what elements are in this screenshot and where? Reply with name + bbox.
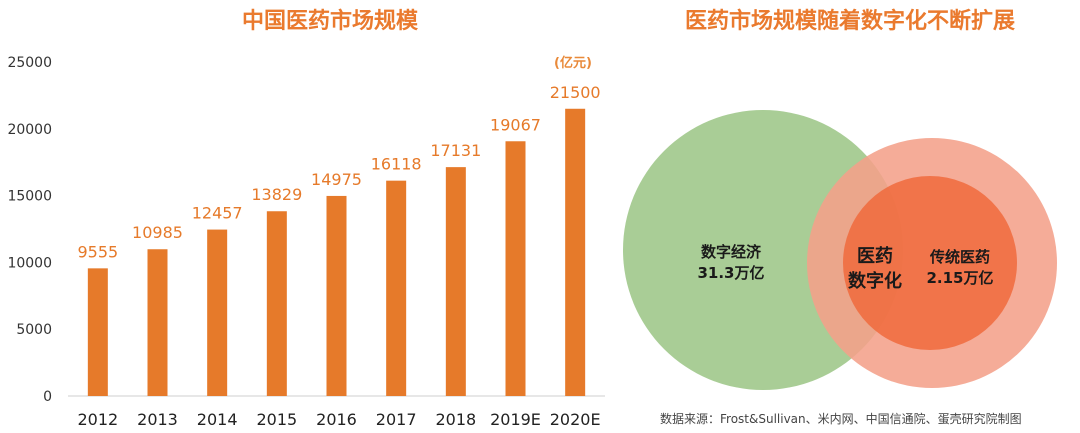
overlap-line2: 数字化 <box>848 271 902 292</box>
data-label: 14975 <box>311 170 362 189</box>
x-tick-label: 2015 <box>256 410 297 429</box>
bar <box>445 167 466 396</box>
data-label: 9555 <box>77 242 118 261</box>
data-label: 10985 <box>132 223 183 242</box>
x-tick-label: 2016 <box>316 410 357 429</box>
digital-economy-name: 数字经济 <box>700 243 761 261</box>
y-tick-label: 25000 <box>7 55 52 71</box>
x-tick-label: 2012 <box>77 410 118 429</box>
y-tick-label: 15000 <box>7 189 52 205</box>
y-tick-label: 0 <box>43 389 52 405</box>
x-tick-label: 2019E <box>490 410 541 429</box>
traditional-medicine-label: 传统医药 2.15万亿 <box>905 247 1015 289</box>
bar <box>207 229 228 396</box>
bar <box>87 268 108 396</box>
digital-economy-label: 数字经济 31.3万亿 <box>676 242 786 284</box>
data-label: 19067 <box>490 115 541 134</box>
data-source: 数据来源：Frost&Sullivan、米内网、中国信通院、蛋壳研究院制图 <box>660 412 1022 426</box>
bar <box>565 108 586 396</box>
x-tick-label: 2018 <box>435 410 476 429</box>
digital-economy-value: 31.3万亿 <box>697 264 765 282</box>
bar <box>326 195 347 396</box>
y-tick-label: 10000 <box>7 255 52 271</box>
venn-diagram <box>623 110 1057 390</box>
venn-title: 医药市场规模随着数字化不断扩展 <box>684 9 1015 34</box>
unit-label: (亿元) <box>554 56 592 71</box>
data-label: 13829 <box>251 185 302 204</box>
data-label: 17131 <box>430 141 481 160</box>
traditional-medicine-inner-circle <box>843 176 1017 350</box>
x-tick-label: 2014 <box>197 410 238 429</box>
y-tick-label: 5000 <box>16 322 52 338</box>
bar <box>386 180 407 396</box>
data-label: 12457 <box>192 204 243 223</box>
market-size-chart-panel: 中国医药市场规模 0 5000 10000 15000 20000 25000 9555 20… <box>7 9 605 429</box>
overlap-label: 医药 数字化 <box>830 244 920 294</box>
bar <box>147 249 168 396</box>
bar <box>505 141 526 396</box>
venn-panel: 医药市场规模随着数字化不断扩展 数字经济 31.3万亿 医药 数字化 传统医药 … <box>620 0 1080 433</box>
chart-title: 中国医药市场规模 <box>241 9 418 34</box>
x-tick-label: 2020E <box>550 410 601 429</box>
overlap-line1: 医药 <box>857 246 893 267</box>
traditional-medicine-value: 2.15万亿 <box>926 269 994 287</box>
data-label: 16118 <box>371 155 422 174</box>
bar-chart: 0 5000 10000 15000 20000 25000 9555 2012 10985 20… <box>7 55 605 429</box>
bar <box>266 211 287 396</box>
y-tick-label: 20000 <box>7 122 52 138</box>
traditional-medicine-name: 传统医药 <box>929 248 990 266</box>
data-label: 21500 <box>550 83 601 102</box>
x-tick-label: 2017 <box>376 410 417 429</box>
x-tick-label: 2013 <box>137 410 178 429</box>
